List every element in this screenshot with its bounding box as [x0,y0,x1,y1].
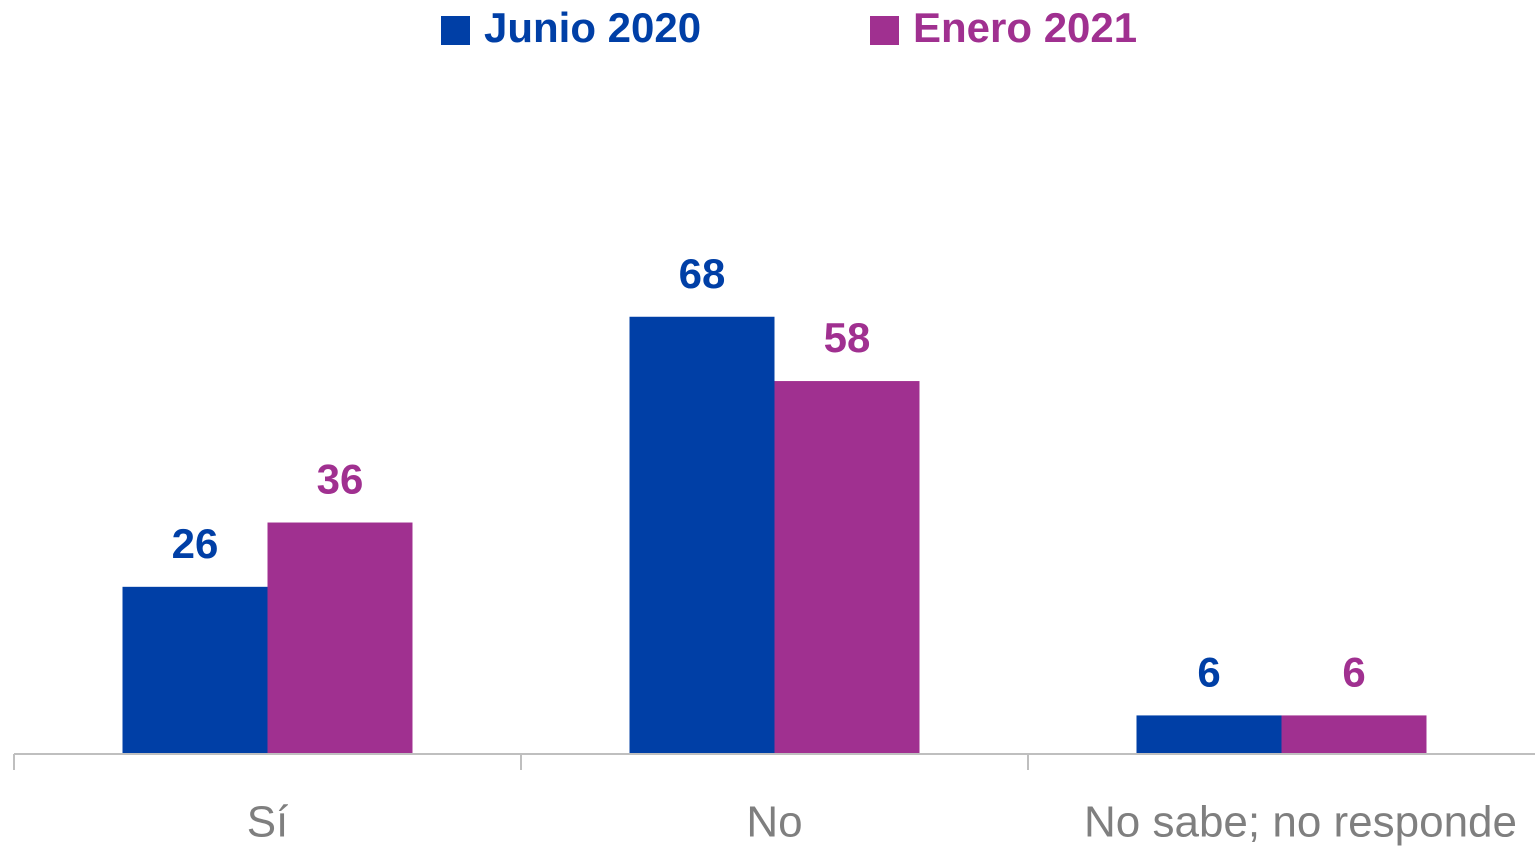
bar [1136,715,1282,754]
x-tick-label: No [746,798,802,847]
data-label: 6 [1197,649,1220,696]
data-label: 26 [172,520,219,567]
legend-label: Enero 2021 [913,4,1137,51]
bar [122,586,268,754]
x-tick-label: Sí [247,798,289,847]
legend-label: Junio 2020 [484,4,701,51]
bar [629,316,775,754]
data-label: 58 [824,314,871,361]
data-label: 36 [317,456,364,503]
bar [267,522,413,754]
x-tick-label: No sabe; no responde [1084,798,1517,847]
legend-swatch [870,16,899,45]
bar [1281,715,1427,754]
data-label: 68 [679,250,726,297]
data-label: 6 [1342,649,1365,696]
bar [774,381,920,754]
legend-swatch [441,16,470,45]
